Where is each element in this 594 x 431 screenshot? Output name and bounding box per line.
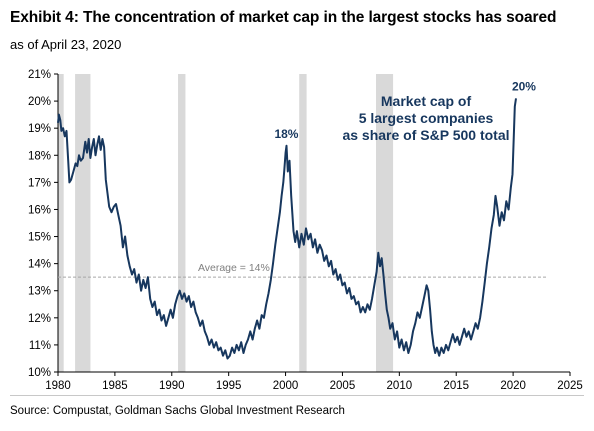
x-tick-label: 1990 [159, 380, 185, 392]
x-tick-label: 2010 [387, 380, 413, 392]
axes: 10% 11% 12% 13% 14% 15% 16% 17% 18% 19% 20% 21% 1980… [28, 69, 583, 392]
annotations: 18% 20% [274, 79, 536, 140]
footer-divider [10, 395, 584, 396]
x-tick-label: 2025 [557, 380, 583, 392]
x-tick-label: 1985 [102, 380, 128, 392]
x-tick-label: 1995 [216, 380, 242, 392]
y-tick-label: 11% [29, 340, 51, 352]
y-tick-label: 21% [28, 69, 51, 81]
recession-band [299, 74, 307, 372]
x-tick-label: 1980 [45, 380, 71, 392]
chart-subtitle: as of April 23, 2020 [10, 37, 122, 52]
y-tick-label: 10% [28, 367, 51, 379]
peak-label-2000: 18% [274, 127, 298, 141]
y-tick-label: 17% [28, 177, 51, 189]
average-label: Average = 14% [198, 262, 270, 274]
series-label-line-3: as share of S&P 500 total [342, 127, 509, 143]
y-tick-label: 15% [28, 232, 51, 244]
source-note: Source: Compustat, Goldman Sachs Global … [10, 405, 345, 417]
chart-title: Exhibit 4: The concentration of market c… [10, 9, 557, 26]
series-label-line-2: 5 largest companies [359, 110, 494, 126]
peak-label-2020: 20% [512, 79, 536, 93]
recession-band [376, 74, 394, 372]
recession-band [75, 74, 91, 372]
x-tick-label: 2005 [330, 380, 356, 392]
x-tick-label: 2000 [273, 380, 299, 392]
y-tick-label: 14% [28, 259, 51, 271]
series-label: Market cap of 5 largest companies as sha… [342, 93, 509, 143]
y-tick-label: 18% [28, 150, 51, 162]
series-group [57, 98, 517, 360]
recession-band [178, 74, 186, 372]
y-tick-label: 16% [28, 204, 51, 216]
y-tick-label: 12% [28, 313, 51, 325]
x-tick-label: 2015 [443, 380, 469, 392]
x-tick-label: 2020 [500, 380, 526, 392]
y-tick-label: 19% [28, 123, 51, 135]
y-tick-label: 20% [28, 96, 51, 108]
y-tick-label: 13% [28, 286, 51, 298]
recession-band [58, 74, 64, 372]
recession-bands [58, 74, 394, 372]
line-chart: 10% 11% 12% 13% 14% 15% 16% 17% 18% 19% 20% 21% 1980… [28, 69, 583, 392]
series-line [57, 98, 517, 360]
series-label-line-1: Market cap of [381, 93, 472, 109]
